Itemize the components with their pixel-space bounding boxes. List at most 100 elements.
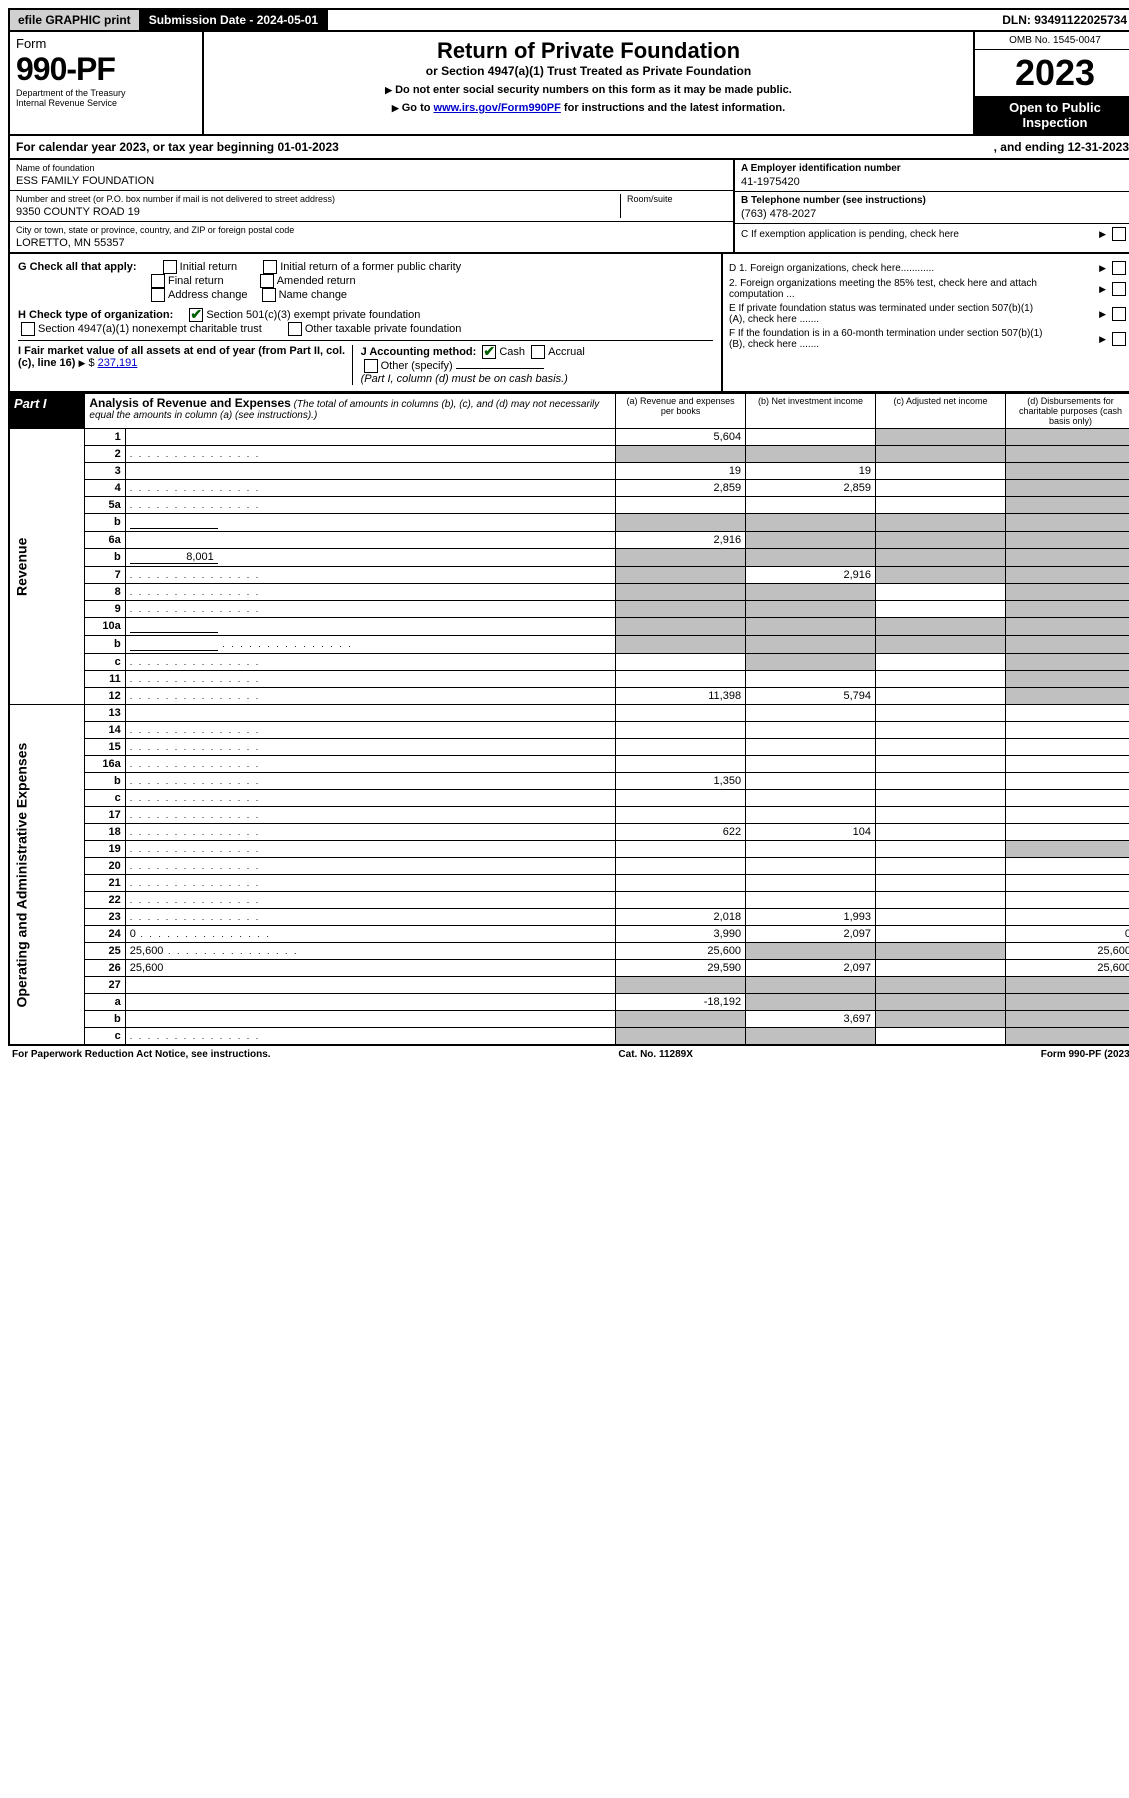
form990pf-link[interactable]: www.irs.gov/Form990PF: [434, 102, 561, 114]
amount-cell: 2,916: [616, 532, 746, 549]
chk-amended[interactable]: [260, 274, 274, 288]
amount-cell: [876, 943, 1006, 960]
amount-cell: [876, 807, 1006, 824]
line-number: 12: [85, 688, 125, 705]
amount-cell: [616, 446, 746, 463]
line-number: 5a: [85, 497, 125, 514]
amount-cell: [1005, 497, 1129, 514]
chk-other-taxable[interactable]: [288, 322, 302, 336]
tax-year: 2023: [975, 50, 1129, 96]
foundation-name-block: Name of foundation ESS FAMILY FOUNDATION: [10, 160, 733, 191]
amount-cell: 2,097: [746, 926, 876, 943]
ein-block: A Employer identification number 41-1975…: [735, 160, 1129, 192]
amount-cell: [876, 463, 1006, 480]
c-checkbox[interactable]: [1112, 227, 1126, 241]
chk-address[interactable]: [151, 288, 165, 302]
amount-cell: [616, 1011, 746, 1028]
section-side-label: Operating and Administrative Expenses: [9, 705, 85, 1046]
table-row: 2: [9, 446, 1129, 463]
form-title: Return of Private Foundation: [210, 38, 967, 64]
line-number: 19: [85, 841, 125, 858]
line-description: [125, 532, 615, 549]
line-number: 14: [85, 722, 125, 739]
line-description: [125, 722, 615, 739]
d1-row: D 1. Foreign organizations, check here..…: [729, 261, 1129, 275]
identity-section: Name of foundation ESS FAMILY FOUNDATION…: [8, 160, 1129, 254]
amount-cell: 3,990: [616, 926, 746, 943]
amount-cell: [746, 429, 876, 446]
table-row: 18622104: [9, 824, 1129, 841]
amount-cell: [616, 636, 746, 654]
amount-cell: [1005, 756, 1129, 773]
amount-cell: [616, 1028, 746, 1046]
chk-final[interactable]: [151, 274, 165, 288]
form-header: Form 990-PF Department of the Treasury I…: [8, 32, 1129, 136]
table-row: 20: [9, 858, 1129, 875]
omb-number: OMB No. 1545-0047: [975, 32, 1129, 50]
amount-cell: [616, 705, 746, 722]
amount-cell: [876, 514, 1006, 532]
line-description: [125, 497, 615, 514]
amount-cell: [876, 497, 1006, 514]
amount-cell: 2,859: [746, 480, 876, 497]
ein-value: 41-1975420: [741, 174, 1129, 188]
chk-f[interactable]: [1112, 332, 1126, 346]
amount-cell: 29,590: [616, 960, 746, 977]
amount-cell: [1005, 480, 1129, 497]
calendar-year-row: For calendar year 2023, or tax year begi…: [8, 136, 1129, 160]
amount-cell: [1005, 994, 1129, 1011]
chk-initial-former[interactable]: [263, 260, 277, 274]
table-row: 2525,60025,60025,600: [9, 943, 1129, 960]
amount-cell: [876, 601, 1006, 618]
chk-accrual[interactable]: [531, 345, 545, 359]
table-row: b 8,001: [9, 549, 1129, 567]
g-row: G Check all that apply: Initial return I…: [18, 260, 713, 302]
efile-label: efile GRAPHIC print: [10, 10, 141, 30]
line-number: 8: [85, 584, 125, 601]
amount-cell: [1005, 892, 1129, 909]
line-description: [125, 858, 615, 875]
table-row: 27: [9, 977, 1129, 994]
checks-section: G Check all that apply: Initial return I…: [8, 254, 1129, 393]
city-state-zip: LORETTO, MN 55357: [16, 235, 727, 249]
open-public: Open to Public Inspection: [975, 96, 1129, 134]
chk-e[interactable]: [1112, 307, 1126, 321]
table-row: 6a2,916: [9, 532, 1129, 549]
chk-initial[interactable]: [163, 260, 177, 274]
amount-cell: [1005, 532, 1129, 549]
amount-cell: [876, 549, 1006, 567]
line-number: b: [85, 549, 125, 567]
line-number: 2: [85, 446, 125, 463]
part1-label: Part I: [9, 394, 85, 429]
chk-d1[interactable]: [1112, 261, 1126, 275]
line-number: 16a: [85, 756, 125, 773]
amount-cell: [876, 429, 1006, 446]
table-row: 19: [9, 841, 1129, 858]
amount-cell: 2,916: [746, 567, 876, 584]
table-row: c: [9, 790, 1129, 807]
chk-other-method[interactable]: [364, 359, 378, 373]
chk-cash[interactable]: [482, 345, 496, 359]
amount-cell: 1,993: [746, 909, 876, 926]
table-row: 42,8592,859: [9, 480, 1129, 497]
footer-right: Form 990-PF (2023): [1041, 1049, 1129, 1060]
table-row: 31919: [9, 463, 1129, 480]
amount-cell: [876, 994, 1006, 1011]
line-number: 17: [85, 807, 125, 824]
col-d: (d) Disbursements for charitable purpose…: [1005, 394, 1129, 429]
amount-cell: [1005, 722, 1129, 739]
line-description: [125, 636, 615, 654]
chk-name[interactable]: [262, 288, 276, 302]
chk-4947[interactable]: [21, 322, 35, 336]
fmv-value[interactable]: 237,191: [98, 357, 138, 369]
form-subtitle: or Section 4947(a)(1) Trust Treated as P…: [210, 64, 967, 78]
line-description: 8,001: [125, 549, 615, 567]
chk-501c3[interactable]: [189, 308, 203, 322]
amount-cell: 2,097: [746, 960, 876, 977]
line-description: [125, 480, 615, 497]
line-description: [125, 1011, 615, 1028]
chk-d2[interactable]: [1112, 282, 1126, 296]
table-row: 2403,9902,0970: [9, 926, 1129, 943]
amount-cell: [876, 756, 1006, 773]
amount-cell: [746, 892, 876, 909]
